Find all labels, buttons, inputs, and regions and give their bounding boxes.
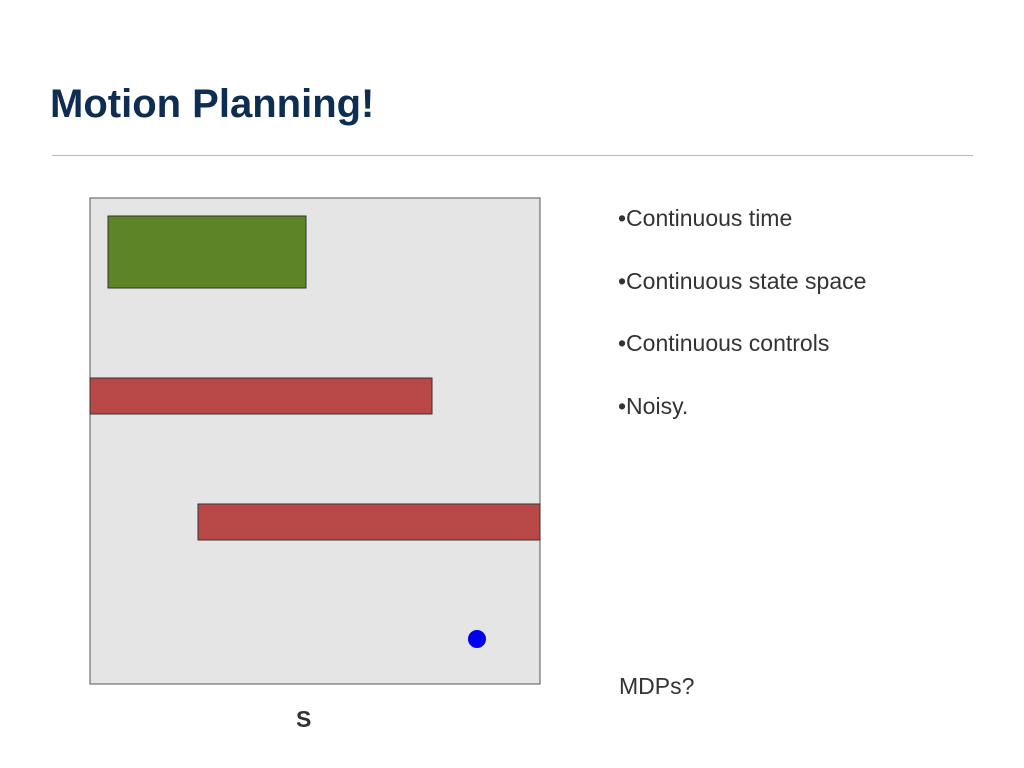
note: MDPs? bbox=[619, 673, 695, 699]
obstacle bbox=[197, 503, 541, 541]
diagram-label: S bbox=[296, 706, 312, 732]
slide-title: Motion Planning! bbox=[50, 82, 375, 126]
bullet: •Continuous time bbox=[618, 205, 793, 231]
robot bbox=[468, 630, 486, 648]
divider bbox=[52, 155, 973, 156]
obstacle bbox=[89, 377, 433, 415]
bullet: •Continuous controls bbox=[618, 330, 830, 356]
goal-region bbox=[107, 215, 307, 289]
diagram bbox=[89, 197, 541, 685]
bullet: •Continuous state space bbox=[618, 268, 867, 294]
bullet: •Noisy. bbox=[618, 393, 689, 419]
